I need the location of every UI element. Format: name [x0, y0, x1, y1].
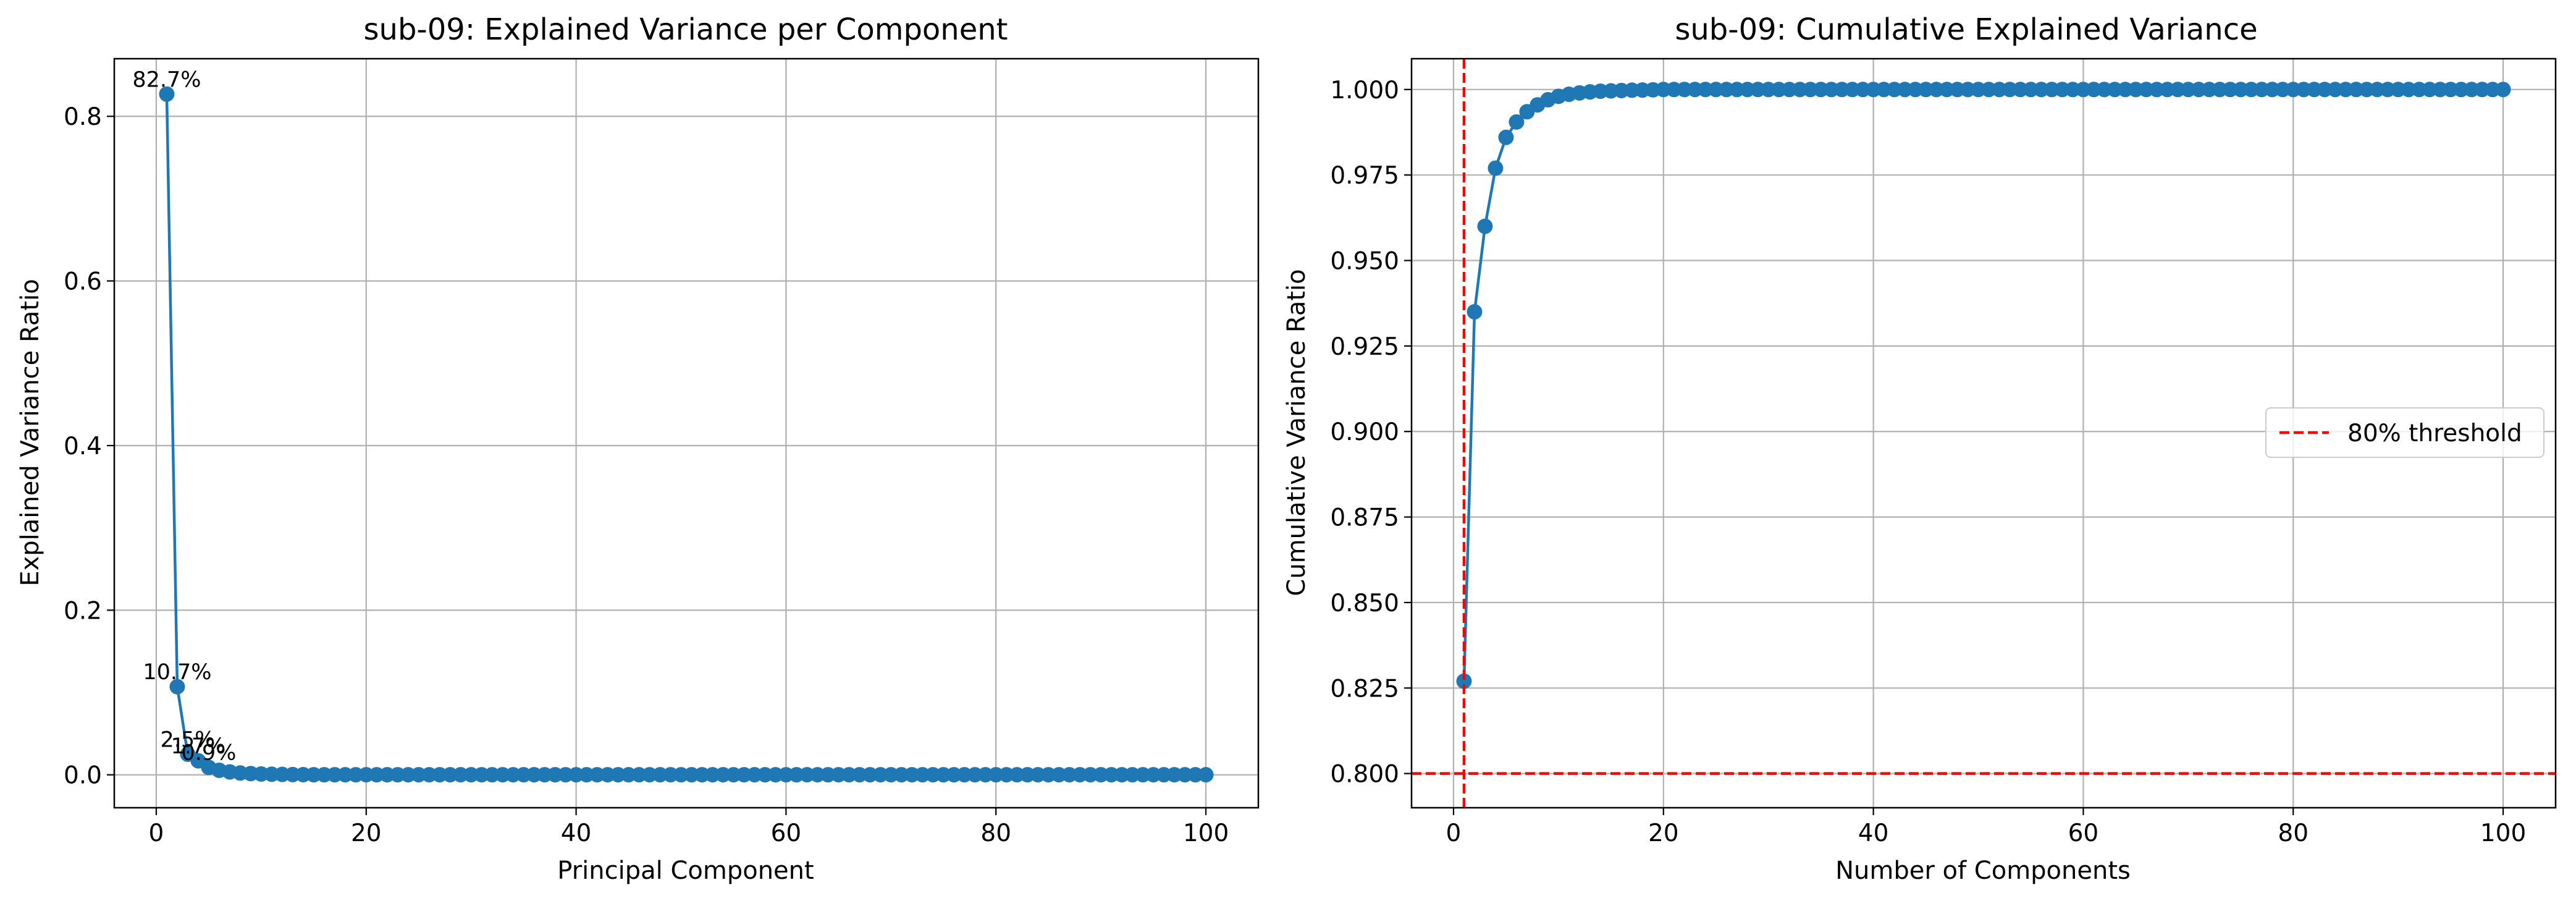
y-tick-label: 1.000 [1330, 77, 1399, 104]
data-point [159, 86, 175, 102]
x-tick-label: 80 [980, 819, 1011, 847]
chart-explained-variance: sub-09: Explained Variance per Component… [16, 12, 1260, 885]
axes-frame [113, 57, 1260, 809]
y-tick-label: 0.975 [1330, 162, 1399, 190]
y-axis-label: Cumulative Variance Ratio [1282, 269, 1311, 596]
x-axis-label: Number of Components [1835, 857, 2131, 885]
y-tick-label: 0.900 [1330, 418, 1399, 446]
y-axis-ticks: 0.0 0.2 0.4 0.6 0.8 [64, 103, 114, 790]
y-tick-label: 0.800 [1330, 761, 1399, 789]
data-point [169, 679, 185, 695]
data-point [2495, 82, 2511, 98]
x-tick-label: 40 [561, 819, 592, 847]
y-tick-label: 0.4 [64, 433, 102, 460]
data-label: 2.5% [160, 727, 215, 752]
reference-lines [1412, 59, 2556, 808]
x-tick-label: 60 [2068, 819, 2099, 847]
x-tick-label: 0 [1446, 819, 1462, 847]
data-label: 10.7% [143, 660, 211, 685]
chart-title: sub-09: Explained Variance per Component [364, 12, 1008, 47]
plot-area: 82.7% 10.7% 2.5%1.7%0.9% [132, 67, 1214, 783]
x-axis-ticks: 0 20 40 60 80 100 [1446, 808, 2526, 847]
data-point [1509, 114, 1525, 130]
x-tick-label: 0 [149, 819, 164, 847]
x-tick-label: 40 [1858, 819, 1889, 847]
data-point [1467, 304, 1483, 320]
y-axis-ticks: 0.800 0.825 0.850 0.875 0.900 0.925 0.950 0.975… [1330, 77, 1412, 789]
data-point [1456, 673, 1472, 689]
data-label: 82.7% [132, 67, 201, 92]
axes-frame [1410, 57, 2557, 809]
y-tick-label: 0.950 [1330, 248, 1399, 276]
x-tick-label: 20 [351, 819, 382, 847]
x-tick-label: 80 [2278, 819, 2309, 847]
x-tick-label: 100 [2480, 819, 2526, 847]
legend: 80% threshold [2265, 407, 2544, 458]
y-tick-label: 0.0 [64, 762, 102, 790]
legend-entry: 80% threshold [2347, 420, 2522, 447]
y-axis-label: Explained Variance Ratio [16, 279, 44, 586]
data-point [1498, 129, 1514, 145]
y-tick-label: 0.925 [1330, 333, 1399, 361]
chart-cumulative-variance: sub-09: Cumulative Explained Variance 0 2… [1282, 12, 2557, 885]
y-tick-label: 0.875 [1330, 504, 1399, 532]
data-label: 0.9% [181, 741, 236, 766]
x-tick-label: 60 [771, 819, 802, 847]
x-tick-label: 20 [1648, 819, 1679, 847]
chart-title: sub-09: Cumulative Explained Variance [1675, 12, 2257, 47]
y-tick-label: 0.850 [1330, 590, 1399, 617]
x-axis-label: Principal Component [557, 857, 814, 885]
x-tick-label: 100 [1183, 819, 1229, 847]
data-point [1488, 160, 1504, 176]
plot-area [1456, 82, 2511, 689]
y-tick-label: 0.2 [64, 597, 102, 625]
data-point [1477, 218, 1493, 234]
data-point [1198, 767, 1214, 783]
legend-box [2265, 407, 2544, 458]
x-axis-ticks: 0 20 40 60 80 100 [149, 808, 1229, 847]
data-label: 1.7% [170, 734, 225, 759]
y-tick-label: 0.6 [64, 268, 102, 296]
y-tick-label: 0.825 [1330, 675, 1399, 703]
y-tick-label: 0.8 [64, 103, 102, 131]
